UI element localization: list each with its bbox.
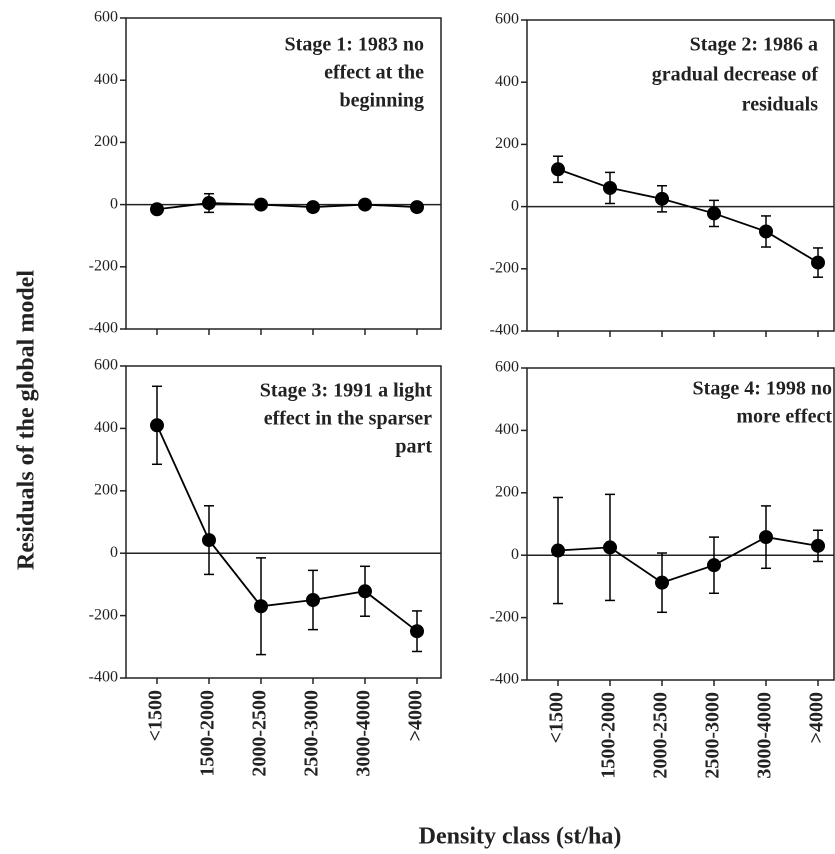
y-tick-label: 0 — [110, 195, 118, 212]
x-tick-label: 2500-3000 — [301, 690, 323, 777]
series-line — [557, 536, 819, 584]
x-tick-label: 2500-3000 — [702, 692, 724, 779]
y-tick-label: 200 — [94, 481, 118, 498]
data-point — [655, 191, 669, 206]
y-tick-label: -400 — [490, 322, 519, 339]
data-point — [202, 533, 216, 548]
data-point — [202, 196, 216, 211]
x-tick-label: 1500-2000 — [197, 690, 219, 777]
panel-title: gradual decrease of — [652, 64, 819, 86]
series-line — [156, 424, 418, 632]
panel-title: effect in the sparser — [264, 408, 432, 430]
data-point — [759, 530, 773, 545]
y-tick-label: 600 — [94, 357, 118, 374]
x-tick-label: >4000 — [806, 692, 828, 743]
data-point — [410, 624, 424, 639]
y-tick-label: -400 — [490, 671, 519, 688]
data-point — [150, 202, 164, 217]
y-tick-label: 600 — [495, 11, 519, 28]
y-tick-label: -200 — [490, 608, 519, 625]
y-tick-label: 0 — [110, 544, 118, 561]
x-tick-label: >4000 — [405, 690, 427, 741]
x-tick-label: 1500-2000 — [598, 692, 620, 779]
y-tick-label: 200 — [495, 135, 519, 152]
y-tick-label: 400 — [94, 419, 118, 436]
data-point — [358, 584, 372, 599]
data-point — [150, 418, 164, 433]
y-tick-label: 0 — [511, 546, 519, 563]
panel-title: Stage 3: 1991 a light — [260, 380, 433, 402]
data-point — [551, 162, 565, 177]
plot-frame — [526, 19, 835, 332]
data-point — [811, 538, 825, 553]
x-tick-label: <1500 — [145, 690, 167, 741]
y-tick-label: 600 — [94, 9, 118, 26]
y-tick-label: -400 — [89, 669, 118, 686]
data-point — [707, 206, 721, 221]
plot-frame — [125, 365, 442, 679]
x-tick-label: 2000-2500 — [249, 690, 271, 777]
y-tick-label: 200 — [94, 133, 118, 150]
plot-frame — [526, 367, 835, 681]
x-tick-label: 3000-4000 — [754, 692, 776, 779]
data-point — [358, 197, 372, 212]
x-axis-label: Density class (st/ha) — [419, 824, 622, 850]
y-tick-label: -200 — [490, 259, 519, 276]
panel-title: part — [395, 436, 432, 458]
data-point — [254, 599, 268, 614]
y-tick-label: -200 — [89, 257, 118, 274]
y-tick-label: -200 — [89, 606, 118, 623]
x-tick-label: 2000-2500 — [650, 692, 672, 779]
data-point — [306, 200, 320, 215]
y-tick-label: -400 — [89, 320, 118, 337]
panel-title: Stage 2: 1986 a — [690, 34, 818, 56]
data-point — [410, 200, 424, 215]
panel-title: residuals — [742, 94, 819, 116]
y-axis-label: Residuals of the global model — [14, 270, 40, 570]
y-tick-label: 400 — [495, 421, 519, 438]
y-tick-label: 0 — [511, 197, 519, 214]
panel-title: more effect — [736, 406, 832, 428]
data-point — [603, 180, 617, 195]
panel-title: Stage 4: 1998 no — [693, 378, 832, 400]
y-tick-label: 400 — [495, 73, 519, 90]
panel-title: effect at the — [324, 62, 424, 84]
x-tick-label: <1500 — [546, 692, 568, 743]
plot-frame — [125, 17, 442, 330]
x-tick-label: 3000-4000 — [353, 690, 375, 777]
data-point — [655, 575, 669, 590]
data-point — [707, 558, 721, 573]
data-point — [759, 224, 773, 239]
data-point — [551, 543, 565, 558]
y-tick-label: 600 — [495, 359, 519, 376]
series-line — [156, 202, 418, 211]
data-point — [603, 540, 617, 555]
data-point — [306, 593, 320, 607]
y-tick-label: 400 — [94, 71, 118, 88]
panel-title: Stage 1: 1983 no — [285, 34, 424, 56]
panel-title: beginning — [340, 90, 424, 112]
data-point — [811, 255, 825, 270]
y-tick-label: 200 — [495, 483, 519, 500]
series-line — [557, 168, 819, 264]
data-point — [254, 197, 268, 212]
